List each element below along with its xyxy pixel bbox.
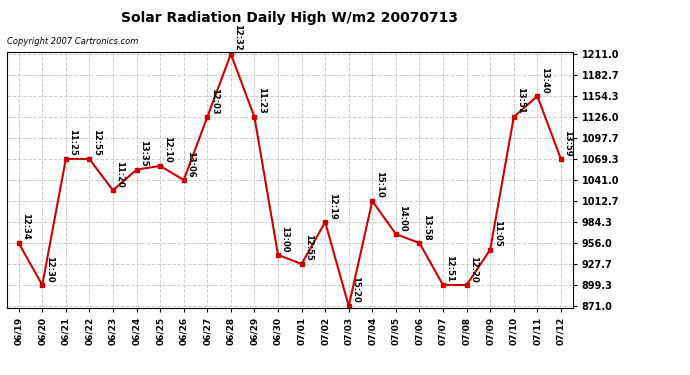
Text: 15:20: 15:20 — [351, 276, 360, 303]
Text: 12:19: 12:19 — [328, 192, 337, 219]
Text: 13:40: 13:40 — [540, 67, 549, 93]
Text: 12:34: 12:34 — [21, 213, 30, 240]
Text: 13:59: 13:59 — [563, 130, 573, 156]
Text: 12:20: 12:20 — [469, 255, 478, 282]
Text: Solar Radiation Daily High W/m2 20070713: Solar Radiation Daily High W/m2 20070713 — [121, 11, 458, 25]
Text: 13:00: 13:00 — [280, 226, 290, 252]
Text: 13:06: 13:06 — [186, 151, 195, 177]
Text: 12:55: 12:55 — [304, 234, 313, 261]
Text: 11:23: 11:23 — [257, 87, 266, 114]
Text: 12:30: 12:30 — [45, 256, 54, 282]
Text: 14:00: 14:00 — [398, 205, 407, 231]
Text: 15:10: 15:10 — [375, 171, 384, 198]
Text: 13:51: 13:51 — [516, 87, 525, 114]
Text: 12:55: 12:55 — [92, 129, 101, 156]
Text: 13:58: 13:58 — [422, 214, 431, 240]
Text: 12:32: 12:32 — [233, 24, 242, 51]
Text: 12:10: 12:10 — [163, 136, 172, 163]
Text: Copyright 2007 Cartronics.com: Copyright 2007 Cartronics.com — [7, 38, 138, 46]
Text: 12:03: 12:03 — [210, 88, 219, 114]
Text: 12:51: 12:51 — [446, 255, 455, 282]
Text: 11:25: 11:25 — [68, 129, 77, 156]
Text: 13:35: 13:35 — [139, 140, 148, 167]
Text: 11:05: 11:05 — [493, 220, 502, 247]
Text: 11:20: 11:20 — [115, 161, 124, 188]
